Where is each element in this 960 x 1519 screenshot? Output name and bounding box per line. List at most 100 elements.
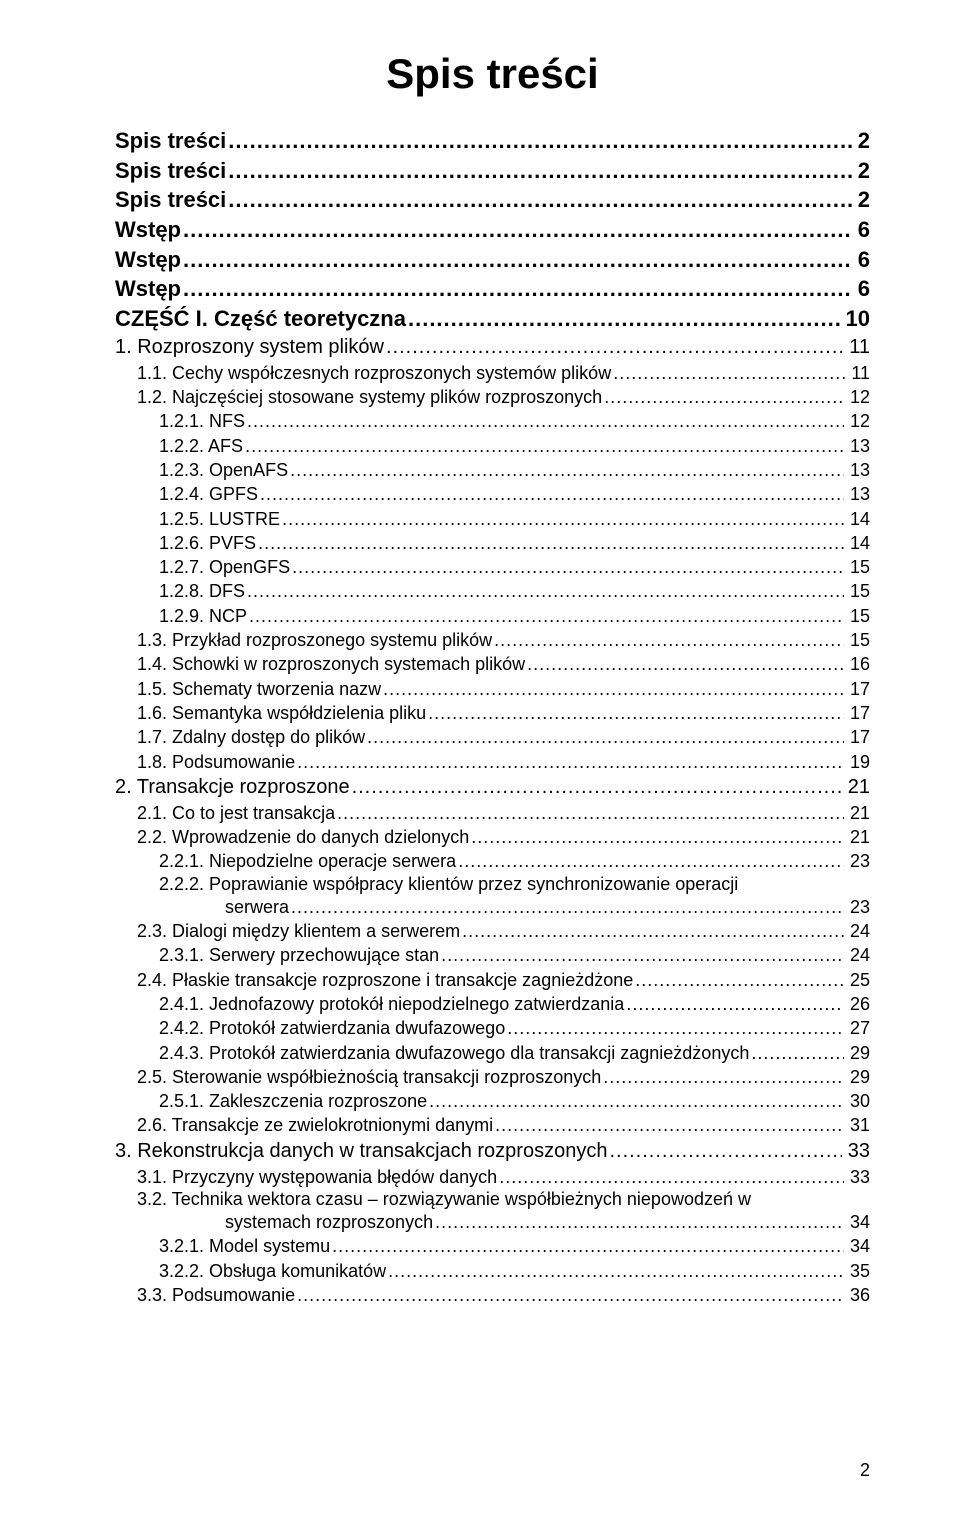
toc-leader-dots <box>429 1089 844 1113</box>
toc-leader-dots <box>297 1283 844 1307</box>
toc-page-number: 15 <box>846 604 870 628</box>
toc-label: 3.2. Technika wektora czasu – rozwiązywa… <box>115 1189 870 1210</box>
toc-page-number: 30 <box>846 1089 870 1113</box>
toc-page-number: 2 <box>854 185 870 215</box>
toc-entry: Wstęp 6 <box>115 274 870 304</box>
toc-leader-dots <box>507 1016 844 1040</box>
toc-entry: CZĘŚĆ I. Część teoretyczna 10 <box>115 304 870 334</box>
toc-page-number: 14 <box>846 531 870 555</box>
toc-leader-dots <box>258 531 844 555</box>
table-of-contents: Spis treści 2Spis treści 2Spis treści 2W… <box>115 126 870 1307</box>
toc-entry-continuation: systemach rozproszonych 34 <box>115 1210 870 1234</box>
toc-page-number: 2 <box>854 126 870 156</box>
toc-label: 3.3. Podsumowanie <box>137 1283 295 1307</box>
toc-page-number: 24 <box>846 919 870 943</box>
toc-entry: 2.2.2. Poprawianie współpracy klientów p… <box>115 874 870 919</box>
toc-page-number: 23 <box>846 895 870 919</box>
toc-entry: 2.4.2. Protokół zatwierdzania dwufazoweg… <box>115 1016 870 1040</box>
toc-label: 3.1. Przyczyny występowania błędów danyc… <box>137 1165 497 1189</box>
toc-entry: 1.4. Schowki w rozproszonych systemach p… <box>115 652 870 676</box>
toc-leader-dots <box>228 156 851 186</box>
toc-page-number: 25 <box>846 968 870 992</box>
toc-leader-dots <box>332 1234 844 1258</box>
toc-page-number: 34 <box>846 1234 870 1258</box>
toc-page-number: 29 <box>846 1065 870 1089</box>
toc-entry: 3. Rekonstrukcja danych w transakcjach r… <box>115 1138 870 1165</box>
toc-label: 1.2.4. GPFS <box>159 482 258 506</box>
toc-label: Spis treści <box>115 126 226 156</box>
toc-page-number: 36 <box>846 1283 870 1307</box>
toc-entry: 1.2.2. AFS 13 <box>115 434 870 458</box>
toc-leader-dots <box>228 185 851 215</box>
toc-label-cont: systemach rozproszonych <box>225 1210 433 1234</box>
toc-entry: 1.2.6. PVFS 14 <box>115 531 870 555</box>
toc-page-number: 12 <box>846 409 870 433</box>
toc-label: 2.2.1. Niepodzielne operacje serwera <box>159 849 456 873</box>
toc-page-number: 11 <box>847 361 870 385</box>
toc-label-cont: serwera <box>225 895 289 919</box>
toc-page-number: 6 <box>854 274 870 304</box>
toc-page-number: 34 <box>846 1210 870 1234</box>
toc-entry-continuation: serwera 23 <box>115 895 870 919</box>
toc-label: 1.5. Schematy tworzenia nazw <box>137 677 381 701</box>
toc-label: 1.7. Zdalny dostęp do plików <box>137 725 365 749</box>
toc-entry: Spis treści 2 <box>115 126 870 156</box>
toc-page-number: 14 <box>846 507 870 531</box>
toc-label: 1.4. Schowki w rozproszonych systemach p… <box>137 652 525 676</box>
toc-entry: 1.5. Schematy tworzenia nazw 17 <box>115 677 870 701</box>
toc-entry: 2. Transakcje rozproszone 21 <box>115 774 870 801</box>
toc-entry: Spis treści 2 <box>115 185 870 215</box>
toc-leader-dots <box>260 482 844 506</box>
toc-leader-dots <box>367 725 844 749</box>
toc-entry: 3.2.2. Obsługa komunikatów 35 <box>115 1259 870 1283</box>
toc-label: 2.2. Wprowadzenie do danych dzielonych <box>137 825 469 849</box>
toc-leader-dots <box>471 825 844 849</box>
toc-leader-dots <box>247 579 844 603</box>
toc-entry: 1.6. Semantyka współdzielenia pliku 17 <box>115 701 870 725</box>
toc-page-number: 27 <box>846 1016 870 1040</box>
toc-label: 1.2.7. OpenGFS <box>159 555 290 579</box>
toc-page-number: 13 <box>846 434 870 458</box>
toc-label: 3. Rekonstrukcja danych w transakcjach r… <box>115 1138 607 1165</box>
toc-leader-dots <box>462 919 844 943</box>
toc-leader-dots <box>603 1065 844 1089</box>
toc-label: 2.6. Transakcje ze zwielokrotnionymi dan… <box>137 1113 493 1137</box>
toc-leader-dots <box>297 750 844 774</box>
toc-entry: 1.2.9. NCP 15 <box>115 604 870 628</box>
toc-leader-dots <box>183 245 852 275</box>
toc-label: 2. Transakcje rozproszone <box>115 774 350 801</box>
toc-page-number: 15 <box>846 555 870 579</box>
toc-page-number: 17 <box>846 725 870 749</box>
toc-page-number: 29 <box>846 1041 870 1065</box>
toc-label: Spis treści <box>115 156 226 186</box>
toc-page-number: 12 <box>846 385 870 409</box>
toc-label: Wstęp <box>115 245 181 275</box>
toc-leader-dots <box>247 409 844 433</box>
toc-page-number: 15 <box>846 628 870 652</box>
toc-leader-dots <box>408 304 840 334</box>
toc-entry: 1.2.4. GPFS 13 <box>115 482 870 506</box>
toc-label: Spis treści <box>115 185 226 215</box>
toc-entry: 2.6. Transakcje ze zwielokrotnionymi dan… <box>115 1113 870 1137</box>
toc-label: Wstęp <box>115 274 181 304</box>
toc-leader-dots <box>613 361 845 385</box>
toc-page-number: 21 <box>846 825 870 849</box>
toc-page-number: 2 <box>854 156 870 186</box>
toc-entry: 2.4.1. Jednofazowy protokół niepodzielne… <box>115 992 870 1016</box>
toc-entry: 1.2.1. NFS 12 <box>115 409 870 433</box>
toc-leader-dots <box>352 774 842 801</box>
toc-label: 2.5.1. Zakleszczenia rozproszone <box>159 1089 427 1113</box>
toc-label: 1.8. Podsumowanie <box>137 750 295 774</box>
toc-label: 2.4.1. Jednofazowy protokół niepodzielne… <box>159 992 624 1016</box>
toc-entry: 2.5.1. Zakleszczenia rozproszone 30 <box>115 1089 870 1113</box>
toc-page-number: 15 <box>846 579 870 603</box>
toc-leader-dots <box>495 1113 844 1137</box>
toc-leader-dots <box>635 968 844 992</box>
toc-leader-dots <box>337 801 844 825</box>
toc-leader-dots <box>388 1259 844 1283</box>
toc-label: 1.2.8. DFS <box>159 579 245 603</box>
toc-entry: 2.5. Sterowanie współbieżnością transakc… <box>115 1065 870 1089</box>
toc-entry: 3.2.1. Model systemu 34 <box>115 1234 870 1258</box>
toc-entry: 1.8. Podsumowanie 19 <box>115 750 870 774</box>
toc-label: 1. Rozproszony system plików <box>115 334 384 361</box>
